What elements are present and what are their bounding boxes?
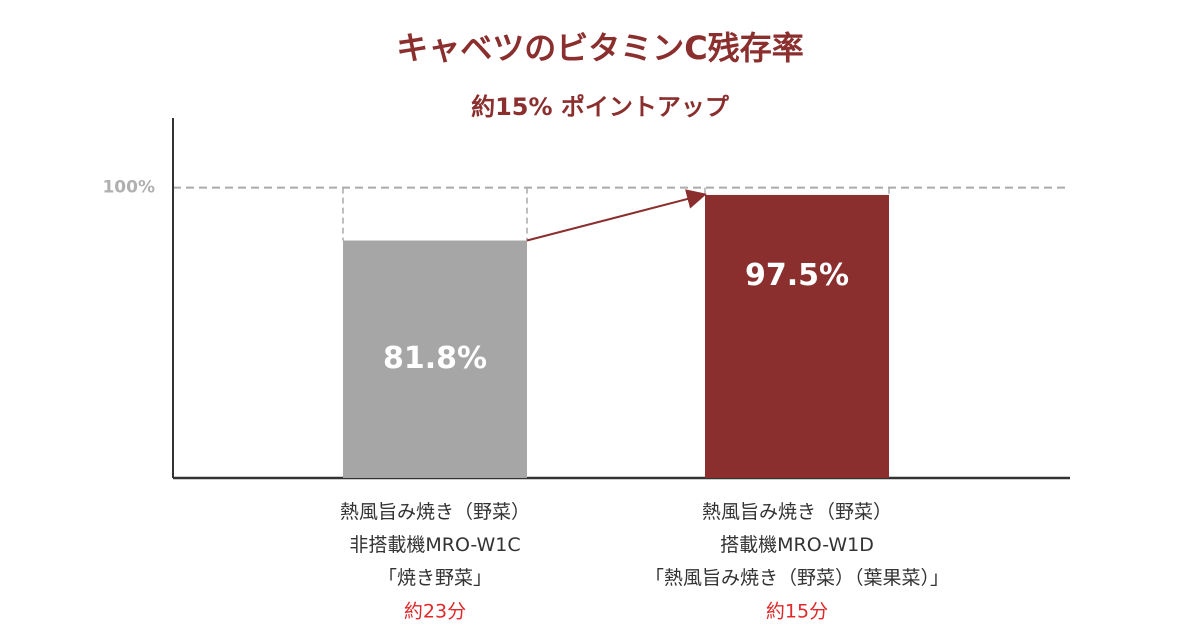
value-label: 97.5%	[745, 258, 849, 293]
x-tick-label: 熱風旨み焼き（野菜） 非搭載機MRO-W1C 「焼き野菜」	[340, 501, 530, 589]
chart-subtitle: 約15% ポイントアップ	[471, 93, 730, 121]
category-note: 約23分	[404, 601, 466, 623]
x-tick-line: 搭載機MRO-W1D	[720, 534, 874, 556]
chart-title: キャベツのビタミンC残存率	[396, 29, 804, 67]
value-label: 81.8%	[383, 341, 487, 376]
bar	[705, 194, 889, 478]
x-tick-line: 「焼き野菜」	[378, 567, 492, 589]
bar	[343, 240, 527, 478]
x-tick-line: 非搭載機MRO-W1C	[349, 534, 520, 556]
x-tick-line: 熱風旨み焼き（野菜）	[340, 501, 530, 523]
arrow	[526, 189, 707, 242]
category-note: 約15分	[766, 601, 828, 623]
x-tick-label: 熱風旨み焼き（野菜） 搭載機MRO-W1D 「熱風旨み焼き（野菜）（葉果菜）」	[645, 501, 949, 589]
y-tick-label: 100%	[102, 178, 155, 198]
x-tick-line: 熱風旨み焼き（野菜）	[702, 501, 892, 523]
x-tick-line: 「熱風旨み焼き（野菜）（葉果菜）」	[645, 567, 949, 589]
